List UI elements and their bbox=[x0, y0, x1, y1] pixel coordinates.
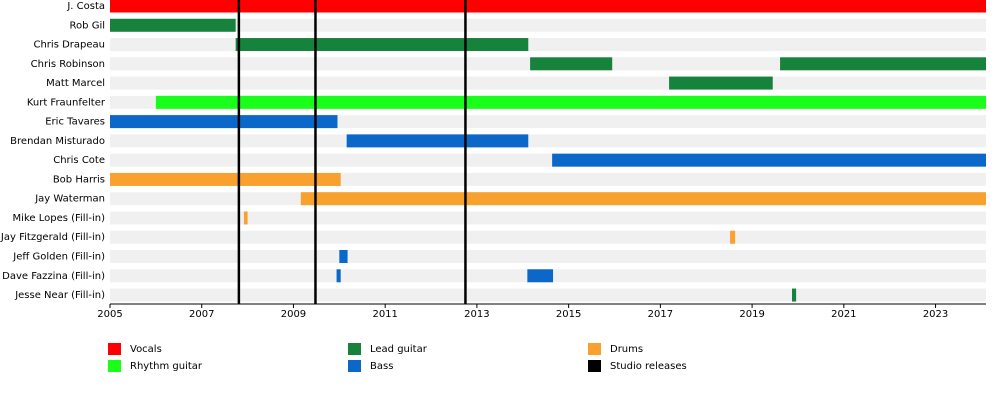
legend-swatch bbox=[348, 343, 361, 355]
legend-label: Lead guitar bbox=[370, 344, 428, 355]
x-tick-label: 2019 bbox=[739, 309, 764, 320]
bar bbox=[243, 211, 248, 225]
x-tick-label: 2017 bbox=[648, 309, 673, 320]
row-band bbox=[110, 211, 986, 225]
bar bbox=[110, 18, 236, 32]
bar bbox=[552, 153, 986, 167]
y-tick-label: Chris Cote bbox=[53, 155, 105, 166]
row-band bbox=[110, 18, 986, 32]
y-tick-label: Chris Drapeau bbox=[33, 40, 105, 51]
bar bbox=[300, 192, 987, 206]
legend-label: Bass bbox=[370, 361, 393, 372]
y-tick-label: Jeff Golden (Fill-in) bbox=[12, 252, 105, 263]
y-tick-label: Kurt Fraunfelter bbox=[27, 97, 106, 108]
bar bbox=[110, 172, 341, 186]
bar bbox=[527, 269, 554, 283]
x-tick-label: 2005 bbox=[97, 309, 122, 320]
y-tick-label: Jay Waterman bbox=[34, 194, 105, 205]
x-tick-label: 2023 bbox=[923, 309, 948, 320]
bar bbox=[155, 95, 986, 109]
y-tick-label: Bob Harris bbox=[53, 174, 105, 185]
y-tick-label: Eric Tavares bbox=[45, 117, 105, 128]
x-tick-label: 2009 bbox=[281, 309, 306, 320]
legend-swatch bbox=[588, 343, 601, 355]
x-tick-label: 2007 bbox=[189, 309, 214, 320]
row-band bbox=[110, 76, 986, 90]
legend-swatch bbox=[588, 360, 601, 372]
bar bbox=[110, 0, 986, 13]
legend-label: Vocals bbox=[130, 344, 162, 355]
y-tick-label: Matt Marcel bbox=[46, 78, 105, 89]
x-tick-label: 2015 bbox=[556, 309, 581, 320]
bar bbox=[336, 269, 341, 283]
x-tick-label: 2013 bbox=[464, 309, 489, 320]
y-tick-label: Brendan Misturado bbox=[10, 136, 105, 147]
bar bbox=[235, 38, 529, 52]
y-tick-label: Jay Fitzgerald (Fill-in) bbox=[0, 232, 105, 243]
y-tick-label: Rob Gil bbox=[70, 20, 105, 31]
legend-swatch bbox=[348, 360, 361, 372]
row-band bbox=[110, 250, 986, 264]
legend-label: Drums bbox=[610, 344, 643, 355]
bar bbox=[339, 250, 348, 264]
y-tick-label: Jesse Near (Fill-in) bbox=[14, 290, 105, 301]
y-tick-label: Chris Robinson bbox=[31, 59, 105, 70]
y-tick-label: Mike Lopes (Fill-in) bbox=[13, 213, 106, 224]
legend-swatch bbox=[108, 360, 121, 372]
x-tick-label: 2011 bbox=[372, 309, 397, 320]
bar bbox=[669, 76, 773, 90]
bar bbox=[346, 134, 529, 148]
y-tick-label: J. Costa bbox=[66, 1, 105, 12]
legend-swatch bbox=[108, 343, 121, 355]
row-band bbox=[110, 134, 986, 148]
legend-label: Rhythm guitar bbox=[130, 361, 203, 372]
bar bbox=[791, 288, 797, 302]
legend-label: Studio releases bbox=[610, 361, 687, 372]
bar bbox=[730, 230, 736, 244]
row-band bbox=[110, 288, 986, 302]
bar bbox=[110, 115, 338, 129]
y-tick-label: Dave Fazzina (Fill-in) bbox=[2, 271, 105, 282]
bar bbox=[530, 57, 613, 71]
bar bbox=[780, 57, 986, 71]
x-tick-label: 2021 bbox=[831, 309, 856, 320]
row-band bbox=[110, 230, 986, 244]
